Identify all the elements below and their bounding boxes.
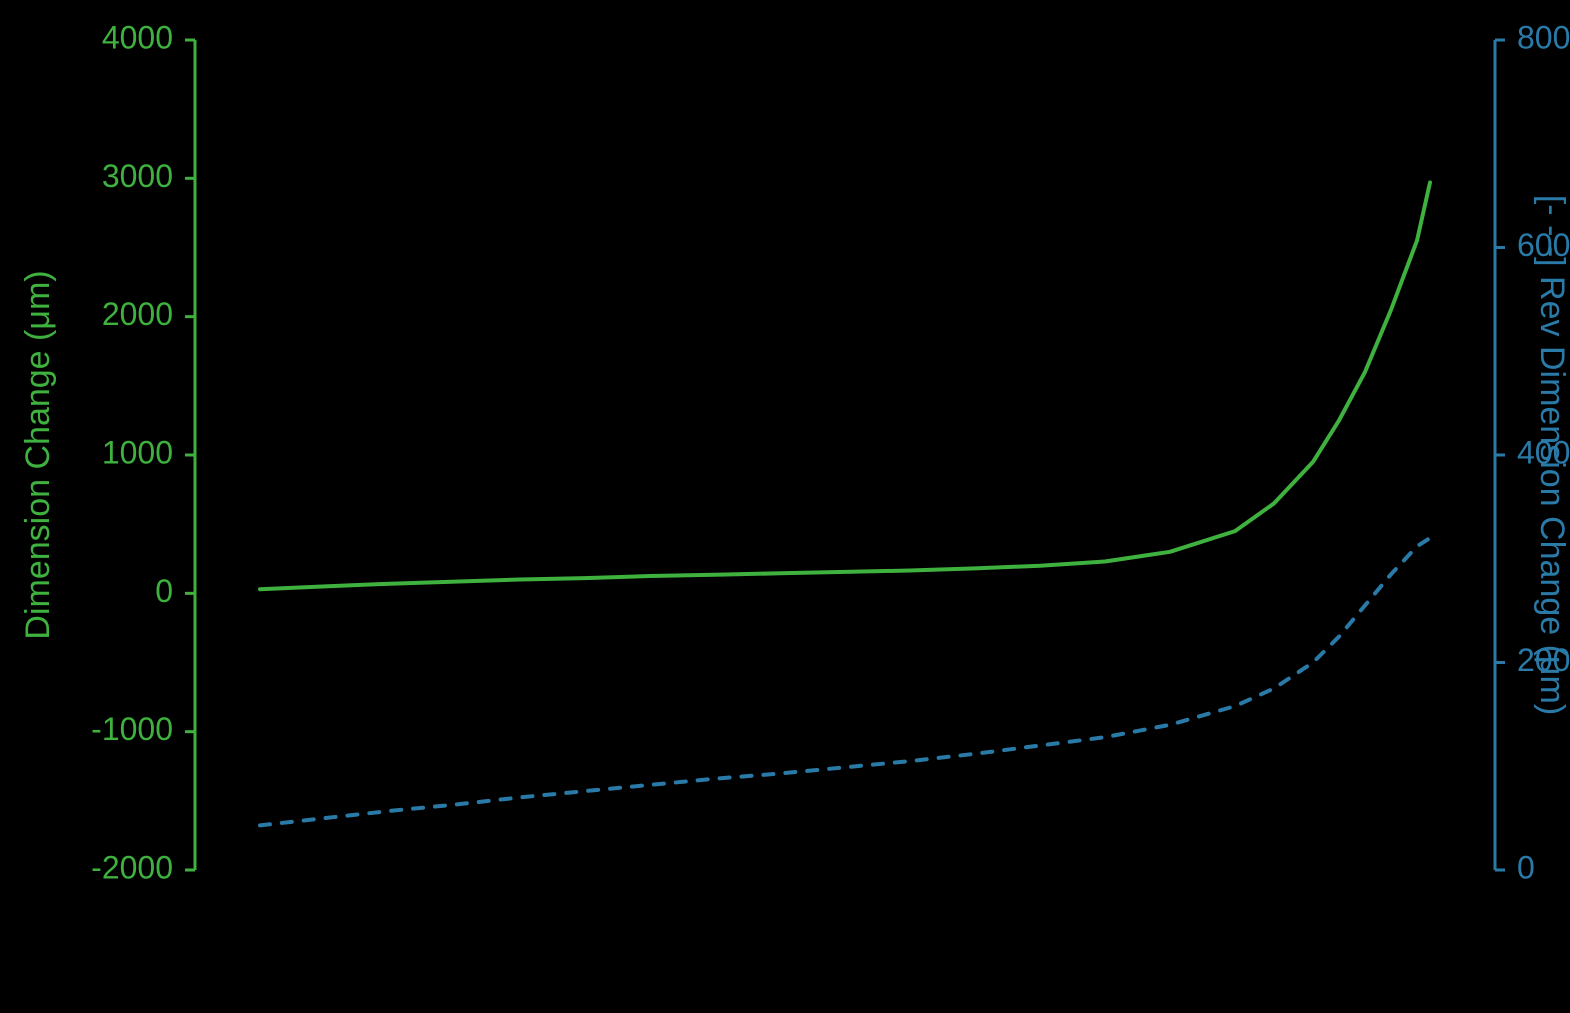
axis-right-tick-label: 0 [1517,849,1535,885]
axis-left-tick-label: 3000 [102,158,173,194]
axis-left-tick-label: 4000 [102,19,173,55]
chart-svg: -2000 -1000 0 1000 2000 3000 4000 Dimension Cha… [0,0,1570,1013]
axis-left-tick-label: 2000 [102,296,173,332]
axis-right-tick-label: 800 [1517,19,1570,55]
axis-left-tick-label: -2000 [91,849,173,885]
axis-left-tick-label: 0 [155,573,173,609]
axis-right-label: [- - -] Rev Dimension Change (μm) [1533,195,1570,715]
axis-left-tick-label: -1000 [91,711,173,747]
axis-left-tick-label: 1000 [102,434,173,470]
axis-left-label: Dimension Change (μm) [19,270,57,639]
dual-axis-line-chart: -2000 -1000 0 1000 2000 3000 4000 Dimension Cha… [0,0,1570,1013]
